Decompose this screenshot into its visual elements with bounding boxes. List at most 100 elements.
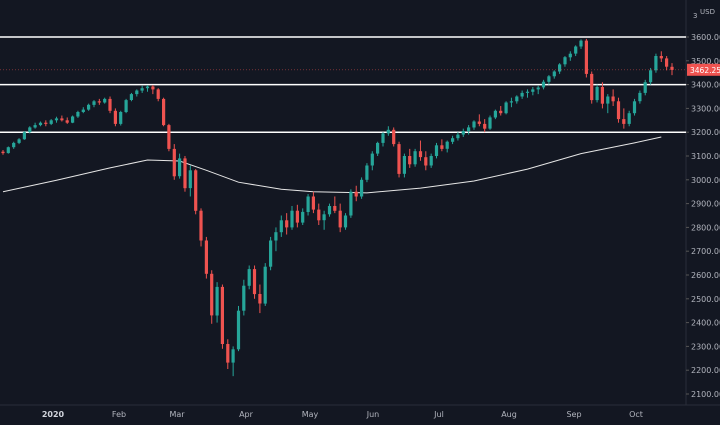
candle-body [210, 273, 214, 316]
candle-body [483, 123, 487, 129]
y-tick-label: 2600.00 [691, 271, 720, 280]
x-tick-label: Aug [501, 410, 517, 419]
candle-body [467, 127, 471, 131]
candle-body [493, 110, 497, 118]
candle-body [317, 209, 321, 221]
candle-body [386, 129, 390, 134]
moving-average-line [2, 136, 662, 194]
candle-body [252, 269, 257, 295]
candle-body [103, 98, 107, 103]
y-tick-label: 3000.00 [691, 176, 720, 185]
candle-body [285, 220, 289, 228]
y-tick-label: 3400.00 [691, 81, 720, 90]
candle-body [509, 101, 513, 103]
candle-body [151, 86, 155, 90]
candle-body [568, 53, 572, 58]
candle-body [1, 151, 5, 154]
candle-body [338, 210, 342, 228]
y-tick-label: 2300.00 [691, 342, 720, 351]
y-tick-label: 2500.00 [691, 295, 720, 304]
candle-body [38, 122, 43, 126]
candle-body [472, 121, 476, 128]
y-tick-label: 3600.00 [691, 33, 720, 42]
candle-body [119, 112, 123, 124]
candle-body [392, 129, 396, 145]
candle-body [178, 158, 182, 177]
candle-body [606, 96, 610, 104]
candle-body [333, 206, 337, 211]
candle-body [199, 210, 203, 241]
candle-body [327, 206, 332, 215]
candle-body [670, 66, 674, 70]
candle-body [627, 113, 631, 124]
candle-body [429, 156, 433, 166]
y-tick-label: 3300.00 [691, 104, 720, 113]
candle-body [590, 73, 594, 101]
candle-body [145, 86, 150, 89]
candle-body [360, 179, 364, 197]
candle-body [649, 70, 653, 83]
candle-body [525, 91, 530, 93]
candle-body [215, 286, 219, 316]
x-tick-label: Apr [239, 410, 254, 419]
candle-body [445, 141, 449, 149]
candle-body [488, 117, 492, 129]
candle-body [22, 132, 26, 140]
candle-body [220, 286, 224, 344]
candle-body [258, 294, 262, 304]
candle-body [541, 81, 546, 88]
candle-body [499, 110, 503, 114]
candle-body [124, 100, 128, 112]
candle-body [247, 269, 251, 286]
x-tick-label: Jul [433, 410, 444, 419]
candle-body [531, 89, 535, 92]
candle-body [60, 118, 64, 121]
candle-body [558, 64, 562, 72]
candle-body [456, 134, 460, 139]
candle-body [584, 40, 588, 74]
candle-body [408, 156, 412, 165]
candle-body [622, 119, 626, 124]
candle-body [183, 158, 187, 189]
y-tick-label: 2900.00 [691, 200, 720, 209]
candle-body [520, 92, 524, 97]
currency-label: USD [700, 8, 715, 16]
y-tick-label: 3500.00 [691, 57, 720, 66]
candle-body [402, 156, 406, 174]
candle-body [536, 87, 540, 90]
candle-body [600, 87, 604, 104]
candle-body [87, 104, 91, 110]
x-tick-label: Jun [366, 410, 380, 419]
candle-body [226, 344, 230, 363]
candle-body [643, 82, 647, 93]
candle-body [632, 101, 637, 114]
candle-body [306, 196, 310, 212]
candle-body [28, 127, 32, 133]
candle-body [574, 46, 578, 54]
y-tick-label: 2700.00 [691, 247, 720, 256]
candle-body [290, 210, 294, 228]
candle-body [477, 121, 481, 124]
candle-body [44, 122, 48, 124]
candle-body [381, 133, 385, 143]
candle-body [167, 125, 171, 149]
candle-body [156, 89, 160, 99]
candle-body [659, 56, 663, 59]
candle-body [12, 142, 16, 148]
last-price-tag [687, 63, 720, 76]
candle-body [665, 58, 669, 67]
candle-body [6, 147, 10, 154]
candle-body [611, 96, 615, 102]
candle-body [194, 170, 198, 211]
candle-body [242, 285, 246, 311]
candle-body [135, 90, 139, 95]
candle-body [204, 240, 208, 274]
candle-body [349, 191, 353, 216]
candle-body [140, 88, 144, 91]
candle-body [563, 57, 567, 65]
candle-body [504, 102, 508, 114]
candle-body [413, 151, 417, 165]
